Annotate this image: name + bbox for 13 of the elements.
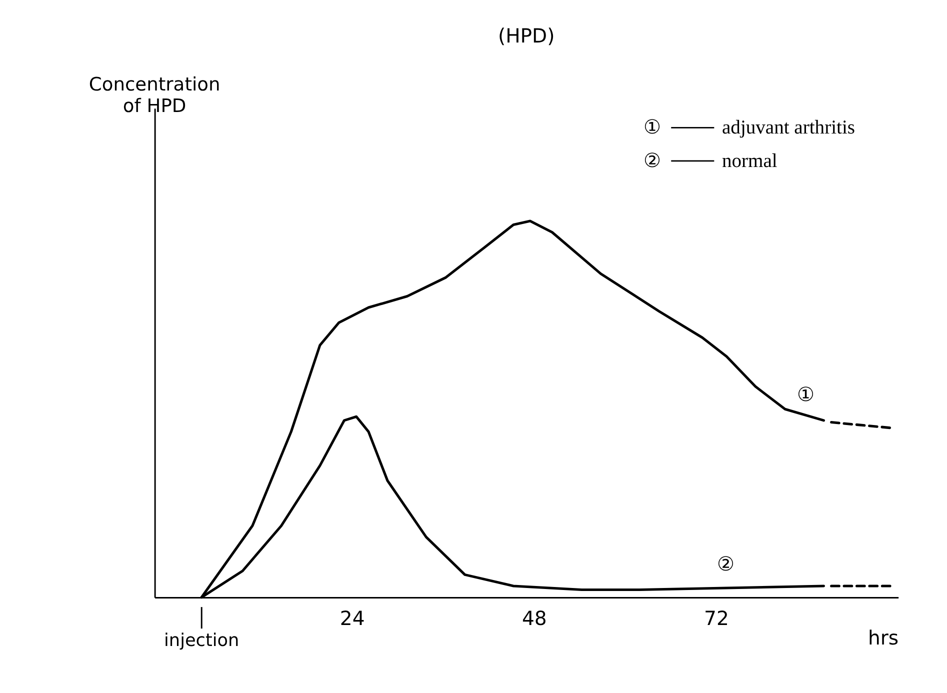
text: Concentration of HPD	[88, 74, 220, 118]
legend-label: adjuvant arthritis	[722, 118, 855, 139]
text: ②	[644, 150, 662, 172]
x-axis-title: hrs	[868, 626, 899, 650]
legend-label: normal	[722, 150, 778, 172]
chart-title: (HPD)	[498, 24, 555, 48]
text: ①	[644, 118, 662, 139]
annotation: injection	[164, 631, 240, 652]
x-tick-label: 72	[704, 607, 729, 630]
annotation: ①	[797, 384, 816, 406]
x-tick-label: 24	[340, 607, 365, 630]
annotation: ②	[716, 554, 735, 576]
x-tick-label: 48	[522, 607, 547, 630]
